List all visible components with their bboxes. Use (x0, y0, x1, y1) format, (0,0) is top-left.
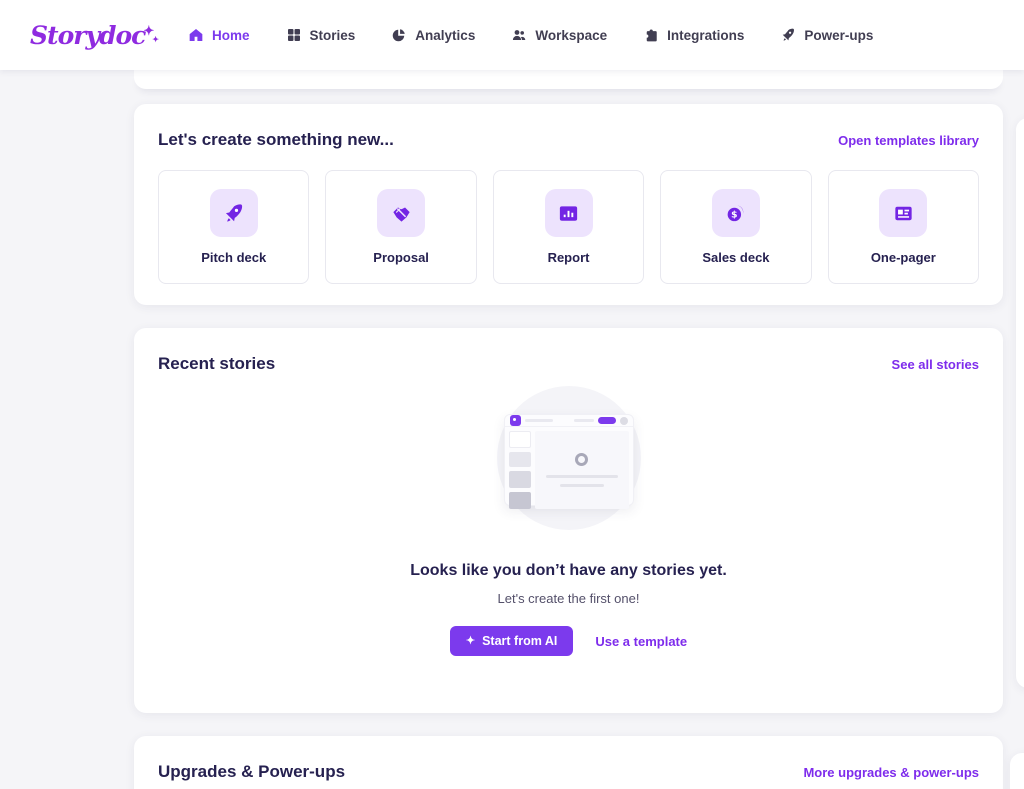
template-tile (544, 189, 593, 237)
template-label: Pitch deck (201, 250, 267, 265)
illustration-button-pill (597, 417, 616, 424)
nav-item-label: Workspace (535, 27, 608, 43)
empty-state-illustration (484, 386, 654, 532)
illustration-browser-window (503, 414, 634, 509)
rocket-icon (783, 28, 795, 41)
empty-state: Looks like you don’t have any stories ye… (134, 374, 1003, 656)
template-tile (879, 189, 928, 237)
template-tile: $ (711, 189, 760, 237)
illustration-topbar (504, 415, 633, 427)
bar-chart-icon (559, 205, 578, 221)
illustration-sidebar-block (508, 471, 531, 488)
puzzle-icon (646, 29, 657, 42)
nav-item-label: Power-ups (804, 27, 874, 43)
template-card-pitch-deck[interactable]: Pitch deck (158, 170, 310, 284)
upgrades-title: Upgrades & Power-ups (158, 762, 346, 781)
nav-item-analytics[interactable]: Analytics (391, 27, 475, 43)
home-icon (189, 29, 203, 41)
illustration-body (505, 427, 633, 513)
nav-item-label: Home (212, 27, 250, 43)
illustration-line (559, 484, 604, 487)
handshake-icon (392, 206, 410, 222)
template-tile (209, 189, 258, 237)
offscreen-card-edge (1010, 753, 1024, 789)
template-label: Report (547, 250, 590, 265)
storydoc-logo[interactable]: Storydoc✦✦ (30, 20, 159, 50)
logo-sparkle-small-icon: ✦ (152, 33, 159, 44)
sparkles-icon: ✦ (465, 634, 476, 647)
scrolled-card-remnant (134, 70, 1003, 89)
empty-state-actions: ✦ Start from AI Use a template (449, 626, 688, 656)
illustration-line (573, 419, 594, 422)
document-icon (895, 206, 912, 220)
grid-icon (287, 29, 300, 41)
svg-text:$: $ (732, 210, 738, 220)
nav-item-stories[interactable]: Stories (286, 27, 356, 43)
template-card-report[interactable]: Report (492, 170, 645, 284)
illustration-sidebar-block (508, 431, 531, 448)
logo-sparkle-icon: ✦ (143, 23, 154, 39)
start-from-ai-label: Start from AI (482, 634, 558, 648)
illustration-gear-icon (575, 453, 588, 466)
logo-text: Storydoc (30, 20, 146, 50)
illustration-line (524, 419, 553, 422)
template-card-one-pager[interactable]: One-pager (827, 170, 980, 284)
nav-item-label: Analytics (415, 27, 476, 43)
template-label: Proposal (373, 250, 429, 265)
nav-item-integrations[interactable]: Integrations (643, 27, 744, 43)
template-card-sales-deck[interactable]: $ Sales deck (660, 170, 812, 284)
open-templates-library-link[interactable]: Open templates library (838, 132, 979, 148)
empty-state-subtitle: Let's create the first one! (497, 591, 640, 606)
illustration-sidebar-block (508, 492, 531, 509)
template-tile (377, 189, 426, 237)
create-section-card: Let's create something new... Open templ… (134, 104, 1003, 305)
template-row: Pitch deck Proposal Repor (134, 170, 1003, 284)
nav-item-label: Integrations (667, 27, 745, 43)
create-section-title: Let's create something new... (158, 130, 394, 149)
top-navbar: Storydoc✦✦ Home Stories Analytics (0, 0, 1024, 70)
illustration-sidebar (508, 431, 531, 509)
illustration-line (545, 475, 618, 478)
empty-state-title: Looks like you don’t have any stories ye… (410, 562, 727, 579)
recent-stories-card: Recent stories See all stories (134, 328, 1003, 713)
nav-item-label: Stories (309, 27, 356, 43)
use-a-template-link[interactable]: Use a template (595, 633, 688, 649)
main-nav: Home Stories Analytics Workspace (188, 27, 873, 43)
recent-stories-title: Recent stories (158, 354, 276, 373)
see-all-stories-link[interactable]: See all stories (891, 356, 979, 372)
nav-item-power-ups[interactable]: Power-ups (780, 27, 873, 43)
illustration-sidebar-block (508, 452, 531, 467)
template-label: Sales deck (702, 250, 770, 265)
offscreen-card-edge (1016, 118, 1024, 688)
template-card-proposal[interactable]: Proposal (325, 170, 477, 284)
more-upgrades-link[interactable]: More upgrades & power-ups (803, 764, 979, 780)
nav-item-home[interactable]: Home (188, 27, 250, 43)
illustration-avatar-dot (619, 416, 628, 425)
coin-icon: $ (728, 204, 744, 221)
rocket-icon (226, 203, 243, 222)
illustration-canvas (534, 431, 629, 509)
start-from-ai-button[interactable]: ✦ Start from AI (449, 626, 574, 656)
people-icon (513, 30, 526, 40)
pie-chart-icon (393, 29, 406, 42)
template-label: One-pager (870, 250, 936, 265)
upgrades-card: Upgrades & Power-ups More upgrades & pow… (134, 736, 1003, 789)
illustration-logo-chip (509, 415, 521, 426)
nav-item-workspace[interactable]: Workspace (511, 27, 607, 43)
